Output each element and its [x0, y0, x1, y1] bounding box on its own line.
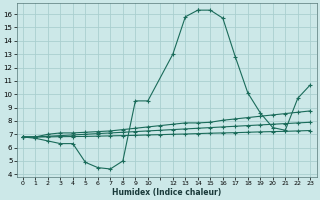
X-axis label: Humidex (Indice chaleur): Humidex (Indice chaleur)	[112, 188, 221, 197]
